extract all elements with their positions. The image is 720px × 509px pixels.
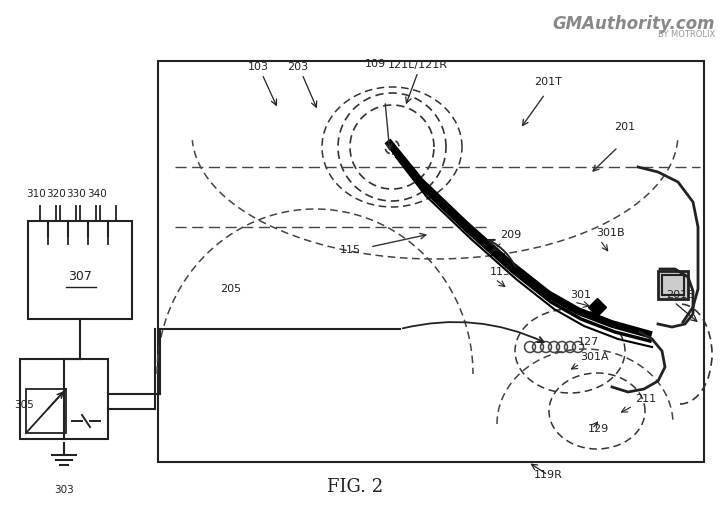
Text: 303: 303: [54, 484, 74, 494]
Text: 103: 103: [248, 62, 269, 72]
Text: 127: 127: [578, 336, 599, 346]
Text: 205: 205: [220, 284, 241, 293]
Text: GMAuthority.com: GMAuthority.com: [552, 15, 715, 33]
Text: 121L/121R: 121L/121R: [388, 60, 448, 70]
Text: 301B: 301B: [596, 228, 625, 238]
Text: 109: 109: [364, 59, 386, 69]
Text: 301A: 301A: [580, 351, 608, 361]
Bar: [28, 221, 132, 319]
Text: 305: 305: [14, 399, 34, 409]
Bar: [20, 359, 108, 439]
Text: 211: 211: [635, 393, 656, 403]
Text: 201: 201: [614, 122, 636, 132]
Text: 307: 307: [68, 269, 92, 282]
Text: 310: 310: [26, 189, 46, 199]
Text: 113: 113: [490, 267, 511, 276]
Text: 203: 203: [287, 62, 309, 72]
Bar: [26, 389, 66, 433]
Text: 129: 129: [588, 423, 609, 433]
Text: 115: 115: [340, 244, 361, 254]
Text: 209: 209: [500, 230, 521, 240]
Text: FIG. 2: FIG. 2: [327, 477, 383, 495]
Text: 320: 320: [46, 189, 66, 199]
Bar: [662, 275, 684, 295]
Text: 201T: 201T: [534, 77, 562, 87]
Bar: [158, 62, 704, 462]
Text: 340: 340: [87, 189, 107, 199]
Bar: [658, 271, 688, 299]
Text: 330: 330: [66, 189, 86, 199]
Text: 119R: 119R: [534, 469, 562, 479]
Text: 201B: 201B: [666, 290, 695, 299]
Text: 301: 301: [570, 290, 591, 299]
Text: BY MOTROLIX: BY MOTROLIX: [658, 30, 715, 39]
